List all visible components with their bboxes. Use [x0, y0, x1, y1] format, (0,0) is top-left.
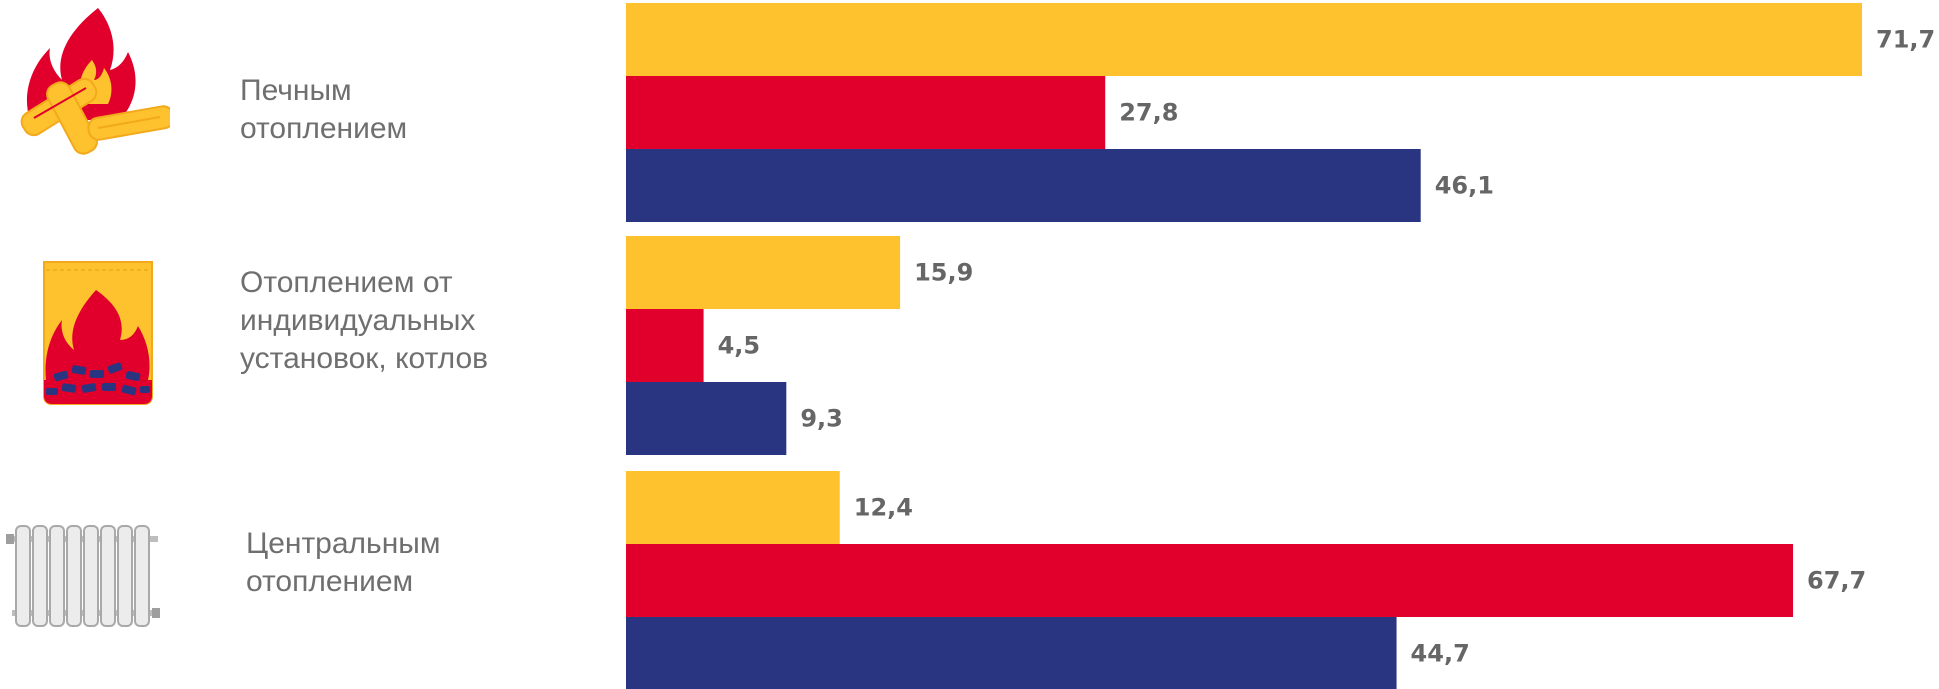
bar-boiler-2	[626, 309, 704, 382]
bar-boiler-3	[626, 382, 787, 455]
bar-central-3	[626, 617, 1397, 689]
bar-value-boiler-3: 9,3	[800, 405, 843, 433]
category-label-stove: Печным отоплением	[240, 74, 408, 145]
bar-value-central-2: 67,7	[1807, 567, 1866, 595]
bar-value-boiler-2: 4,5	[718, 332, 761, 360]
bar-stove-3	[626, 149, 1421, 222]
bar-value-stove-2: 27,8	[1119, 99, 1178, 127]
radiator-icon	[6, 525, 160, 627]
bar-central-1	[626, 471, 840, 544]
bar-stove-1	[626, 3, 1862, 76]
category-label-central: Центральным отоплением	[246, 527, 441, 598]
bar-boiler-1	[626, 236, 901, 309]
bar-value-central-1: 12,4	[854, 494, 913, 522]
bar-stove-2	[626, 76, 1106, 149]
bar-value-boiler-1: 15,9	[914, 259, 973, 287]
category-label-boiler: Отоплением от индивидуальных установок, …	[240, 266, 489, 375]
bar-value-stove-3: 46,1	[1435, 172, 1494, 200]
coal-bag-icon	[43, 261, 153, 405]
icons-layer	[6, 8, 170, 627]
firewood-icon	[20, 8, 170, 155]
bar-value-central-3: 44,7	[1411, 640, 1470, 668]
bar-central-2	[626, 544, 1794, 617]
bar-value-stove-1: 71,7	[1876, 26, 1935, 54]
